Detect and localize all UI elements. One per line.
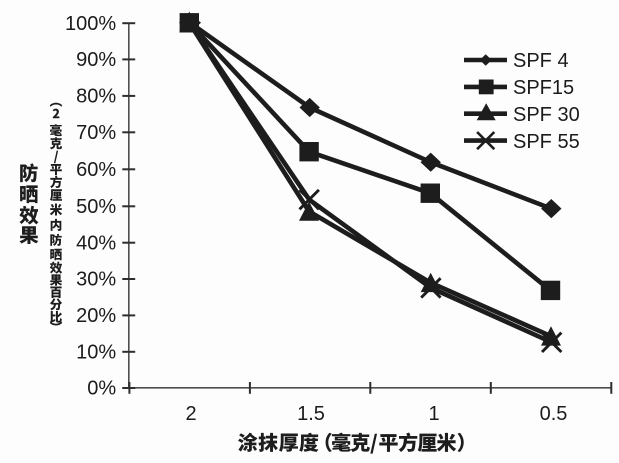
svg-text:SPF15: SPF15 bbox=[513, 77, 574, 99]
svg-text:70%: 70% bbox=[76, 122, 116, 144]
svg-text:20%: 20% bbox=[76, 305, 116, 327]
svg-text:80%: 80% bbox=[76, 86, 116, 108]
svg-text:100%: 100% bbox=[65, 13, 116, 35]
svg-text:1.5: 1.5 bbox=[297, 403, 325, 425]
svg-text:90%: 90% bbox=[76, 49, 116, 71]
svg-text:2: 2 bbox=[185, 403, 196, 425]
svg-text:SPF 4: SPF 4 bbox=[513, 50, 569, 72]
svg-text:10%: 10% bbox=[76, 342, 116, 364]
svg-text:SPF 30: SPF 30 bbox=[513, 104, 580, 126]
svg-text:0.5: 0.5 bbox=[540, 403, 568, 425]
svg-text:30%: 30% bbox=[76, 269, 116, 291]
svg-text:0%: 0% bbox=[87, 378, 116, 400]
svg-text:SPF 55: SPF 55 bbox=[513, 131, 580, 153]
svg-text:40%: 40% bbox=[76, 232, 116, 254]
svg-text:50%: 50% bbox=[76, 196, 116, 218]
svg-text:1: 1 bbox=[428, 403, 439, 425]
svg-text:60%: 60% bbox=[76, 159, 116, 181]
